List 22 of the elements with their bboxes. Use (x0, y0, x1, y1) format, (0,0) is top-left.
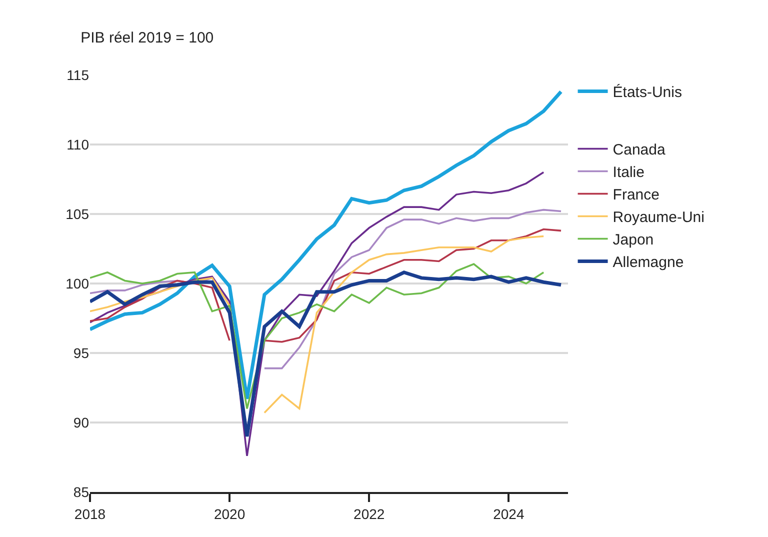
legend-label: Italie (612, 164, 644, 182)
y-tick-label: 100 (66, 275, 90, 292)
y-tick-label: 90 (73, 414, 90, 430)
y-tick-label: 85 (73, 484, 90, 500)
x-tick-label: 2024 (493, 506, 524, 522)
line-series (90, 270, 563, 438)
line-series (90, 90, 563, 401)
chart-title: PIB réel 2019 = 100 (80, 30, 214, 47)
x-tick-label: 2020 (214, 506, 246, 522)
y-tick-label: 105 (66, 206, 90, 222)
legend-label: France (612, 186, 660, 204)
legend-label: Allemagne (612, 254, 684, 272)
y-tick-label: 115 (66, 66, 90, 83)
x-tick-label: 2022 (354, 506, 385, 522)
line-series (90, 263, 544, 410)
legend-label: Japon (612, 232, 654, 249)
legend-label: Canada (612, 142, 666, 159)
y-tick-label: 95 (73, 344, 90, 361)
x-tick-label: 2018 (74, 506, 106, 522)
y-tick-label: 110 (66, 136, 90, 152)
legend-label: Royaume-Uni (612, 209, 704, 226)
legend-label: États-Unis (612, 83, 682, 102)
